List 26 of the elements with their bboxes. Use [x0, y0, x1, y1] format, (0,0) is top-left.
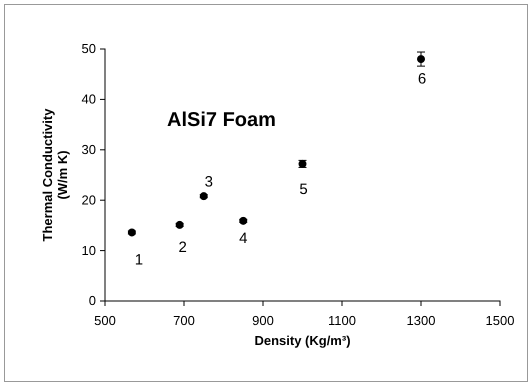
x-tick-label: 1300: [406, 313, 436, 328]
point: [239, 216, 248, 225]
x-tick-label: 1100: [328, 313, 356, 328]
point: [417, 55, 425, 64]
y-tick-label: 10: [82, 242, 96, 258]
annotation: 4: [239, 230, 248, 248]
y-tick-label: 50: [82, 41, 96, 56]
y-tick-label: 20: [82, 192, 96, 208]
x-tick-label: 900: [252, 313, 274, 328]
x-axis-title: Density (Kg/m³): [254, 333, 351, 348]
y-tick-label: 40: [82, 92, 96, 107]
y-tick-label: 30: [82, 142, 96, 157]
y-tick-label: 0: [88, 293, 96, 308]
x-tick-label: 500: [94, 313, 116, 328]
annotation: AlSi7 Foam: [167, 109, 276, 131]
point: [200, 192, 208, 200]
x-tick-label: 1500: [486, 313, 514, 328]
annotation: 5: [299, 181, 308, 198]
x-tick-label: 700: [173, 313, 195, 328]
annotation: 3: [204, 173, 213, 190]
point: [176, 220, 184, 229]
point: [128, 228, 136, 236]
annotation: 1: [134, 252, 144, 269]
annotation: 6: [418, 70, 426, 88]
annotation: 2: [178, 239, 187, 256]
y-axis-title: Thermal Conductivity (W/m K): [40, 108, 70, 242]
